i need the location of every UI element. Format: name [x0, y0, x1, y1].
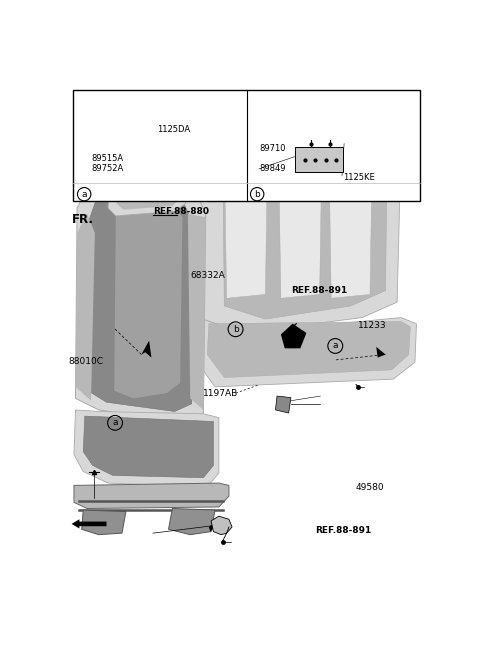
Text: b: b — [233, 325, 239, 334]
Polygon shape — [82, 510, 126, 535]
Polygon shape — [329, 148, 372, 298]
Polygon shape — [75, 214, 95, 401]
Text: 89515A: 89515A — [92, 154, 124, 164]
Text: 89710: 89710 — [259, 144, 286, 153]
Polygon shape — [209, 524, 215, 532]
Polygon shape — [223, 121, 387, 319]
Polygon shape — [108, 152, 186, 216]
Text: 1125KE: 1125KE — [343, 173, 374, 182]
Text: REF.88-880: REF.88-880 — [153, 207, 209, 216]
Polygon shape — [286, 98, 318, 137]
Polygon shape — [281, 324, 306, 348]
Polygon shape — [117, 158, 181, 210]
Text: 11233: 11233 — [358, 321, 386, 330]
Text: a: a — [82, 190, 87, 198]
Polygon shape — [188, 214, 206, 410]
Polygon shape — [276, 396, 291, 413]
Text: REF.88-891: REF.88-891 — [315, 526, 371, 535]
Text: a: a — [112, 419, 118, 427]
Polygon shape — [287, 101, 320, 139]
Text: 89752A: 89752A — [92, 164, 124, 173]
Text: REF.88-891: REF.88-891 — [290, 286, 347, 295]
Polygon shape — [336, 108, 365, 142]
Polygon shape — [72, 519, 107, 528]
Text: FR.: FR. — [72, 213, 94, 226]
Polygon shape — [224, 148, 268, 298]
Polygon shape — [337, 110, 367, 145]
Polygon shape — [198, 108, 397, 137]
Polygon shape — [114, 185, 182, 398]
Polygon shape — [196, 317, 417, 387]
Polygon shape — [278, 148, 322, 298]
Polygon shape — [83, 416, 214, 478]
Polygon shape — [88, 179, 193, 411]
Polygon shape — [241, 106, 272, 143]
Polygon shape — [196, 111, 215, 134]
Bar — [73, 90, 420, 201]
Polygon shape — [75, 164, 206, 422]
Text: 49580: 49580 — [356, 483, 384, 492]
Text: a: a — [333, 342, 338, 350]
Text: 88010C: 88010C — [68, 357, 103, 366]
Text: 1125DA: 1125DA — [157, 125, 190, 134]
Text: 68332A: 68332A — [190, 271, 225, 280]
Polygon shape — [74, 410, 219, 487]
Polygon shape — [142, 340, 152, 357]
Polygon shape — [211, 516, 232, 535]
Polygon shape — [168, 509, 215, 535]
Polygon shape — [240, 104, 271, 141]
Text: 1197AB: 1197AB — [203, 389, 239, 398]
Polygon shape — [207, 321, 410, 378]
Polygon shape — [376, 347, 385, 357]
Polygon shape — [196, 104, 401, 333]
Text: b: b — [254, 190, 260, 198]
Bar — [295, 147, 343, 172]
Text: 89849: 89849 — [259, 164, 286, 173]
Polygon shape — [74, 483, 229, 509]
